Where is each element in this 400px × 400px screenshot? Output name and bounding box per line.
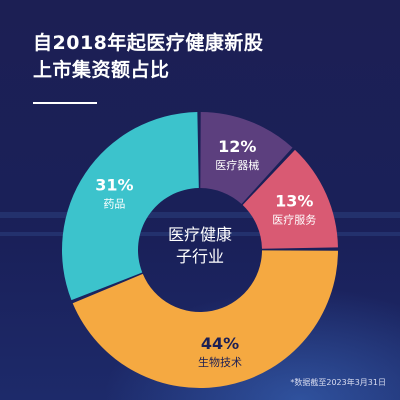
background-stripe xyxy=(0,212,400,218)
center-label-line-2: 子行业 xyxy=(176,247,224,266)
slice-services xyxy=(242,149,338,249)
slice-pharma-value-label: 31% xyxy=(95,176,133,195)
slice-devices-category-label: 医疗器械 xyxy=(215,158,259,172)
chart-title-line-2: 上市集资额占比 xyxy=(33,59,170,81)
slice-pharma-category-label: 药品 xyxy=(103,198,125,211)
center-label-line-1: 医疗健康 xyxy=(168,225,232,244)
slice-biotech-category-label: 生物技术 xyxy=(198,355,242,369)
chart-title-line-1: 自2018年起医疗健康新股 xyxy=(33,32,264,54)
footnote: *数据截至2023年3月31日 xyxy=(290,378,386,387)
donut-slices xyxy=(62,112,338,388)
slice-biotech xyxy=(72,250,338,388)
chart-title: 自2018年起医疗健康新股 上市集资额占比 xyxy=(33,30,263,84)
slice-pharma xyxy=(62,112,199,301)
background-stripe xyxy=(0,232,400,236)
donut-slice-labels: 31% 药品 12% 医疗器械 13% 医疗服务 44% 生物技术 xyxy=(95,137,316,369)
slice-devices xyxy=(200,112,293,204)
title-underline xyxy=(33,102,97,104)
slice-services-value-label: 13% xyxy=(275,191,313,210)
slice-devices-value-label: 12% xyxy=(218,137,256,156)
slice-biotech-value-label: 44% xyxy=(201,334,239,353)
slice-services-category-label: 医疗服务 xyxy=(272,212,316,226)
